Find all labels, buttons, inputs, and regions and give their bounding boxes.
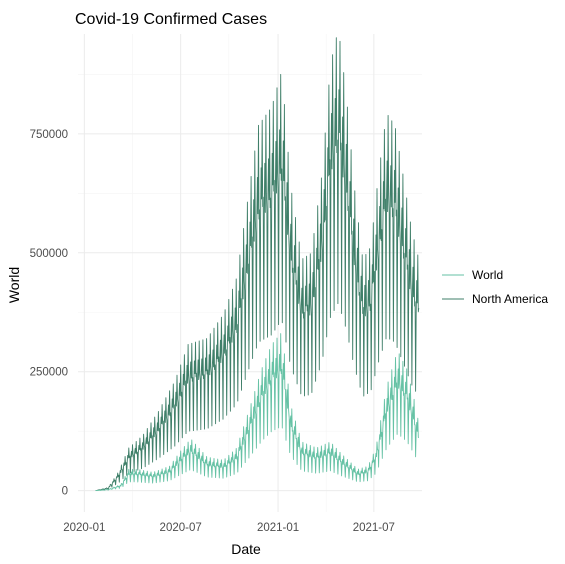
x-axis: 2020-01 2020-07 2021-01 2021-07 — [63, 522, 395, 534]
x-tick-label: 2021-01 — [257, 522, 299, 534]
grid — [78, 34, 422, 512]
x-tick-label: 2020-01 — [63, 522, 105, 534]
chart-title: Covid-19 Confirmed Cases — [75, 11, 267, 28]
plot-area — [95, 37, 420, 492]
x-axis-title: Date — [231, 541, 261, 557]
y-axis: 0 250000 500000 750000 — [30, 129, 68, 498]
x-tick-label: 2020-07 — [160, 522, 202, 534]
y-tick-label: 250000 — [30, 367, 68, 379]
y-axis-title: World — [6, 267, 22, 303]
legend: World North America — [442, 268, 548, 306]
series-line-north-america — [95, 37, 420, 492]
x-tick-label: 2021-07 — [353, 522, 395, 534]
y-tick-label: 750000 — [30, 129, 68, 141]
legend-label: World — [472, 268, 503, 282]
series-line-world — [95, 333, 420, 492]
y-tick-label: 0 — [62, 486, 68, 498]
y-tick-label: 500000 — [30, 248, 68, 260]
legend-label: North America — [472, 292, 548, 306]
